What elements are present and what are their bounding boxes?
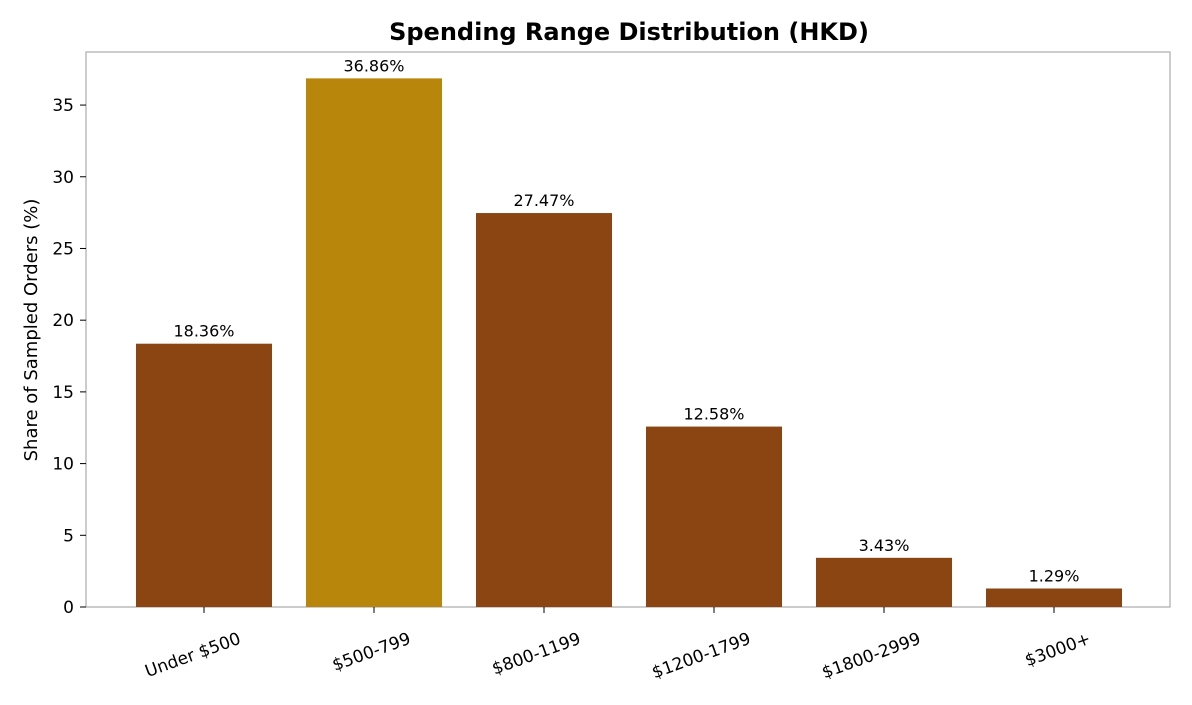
- x-tick-label: $1800-2999: [819, 629, 923, 683]
- data-label: 18.36%: [173, 322, 234, 341]
- bar: [646, 426, 782, 607]
- data-label: 36.86%: [343, 56, 404, 75]
- x-tick-label: $1200-1799: [649, 629, 753, 683]
- y-tick-label: 35: [52, 96, 74, 116]
- x-tick-label: $3000+: [1022, 629, 1093, 671]
- y-tick-label: 5: [63, 526, 74, 546]
- bar: [136, 343, 272, 607]
- y-tick-label: 10: [52, 455, 74, 475]
- x-tick-label: Under $500: [143, 629, 244, 682]
- data-label: 3.43%: [859, 536, 910, 555]
- y-tick-label: 15: [52, 383, 74, 403]
- bar: [986, 588, 1122, 607]
- data-label: 1.29%: [1029, 567, 1080, 586]
- x-tick-label: $500-799: [330, 629, 414, 676]
- bar: [816, 557, 952, 607]
- y-tick-label: 0: [63, 598, 74, 618]
- data-label: 27.47%: [513, 191, 574, 210]
- x-tick-label: $800-1199: [490, 629, 584, 679]
- chart-title: Spending Range Distribution (HKD): [389, 18, 869, 46]
- axes-frame: [85, 51, 1171, 608]
- data-label: 12.58%: [683, 405, 744, 424]
- y-tick-label: 20: [52, 311, 74, 331]
- y-axis-label: Share of Sampled Orders (%): [21, 199, 42, 462]
- y-tick-label: 30: [52, 168, 74, 188]
- bar: [476, 213, 612, 607]
- plot-area: 0 5 10 15 20 25 30 35 18.36% Under $500 36.86% $500…: [52, 51, 1171, 683]
- bar: [306, 78, 442, 608]
- y-tick-label: 25: [52, 239, 74, 259]
